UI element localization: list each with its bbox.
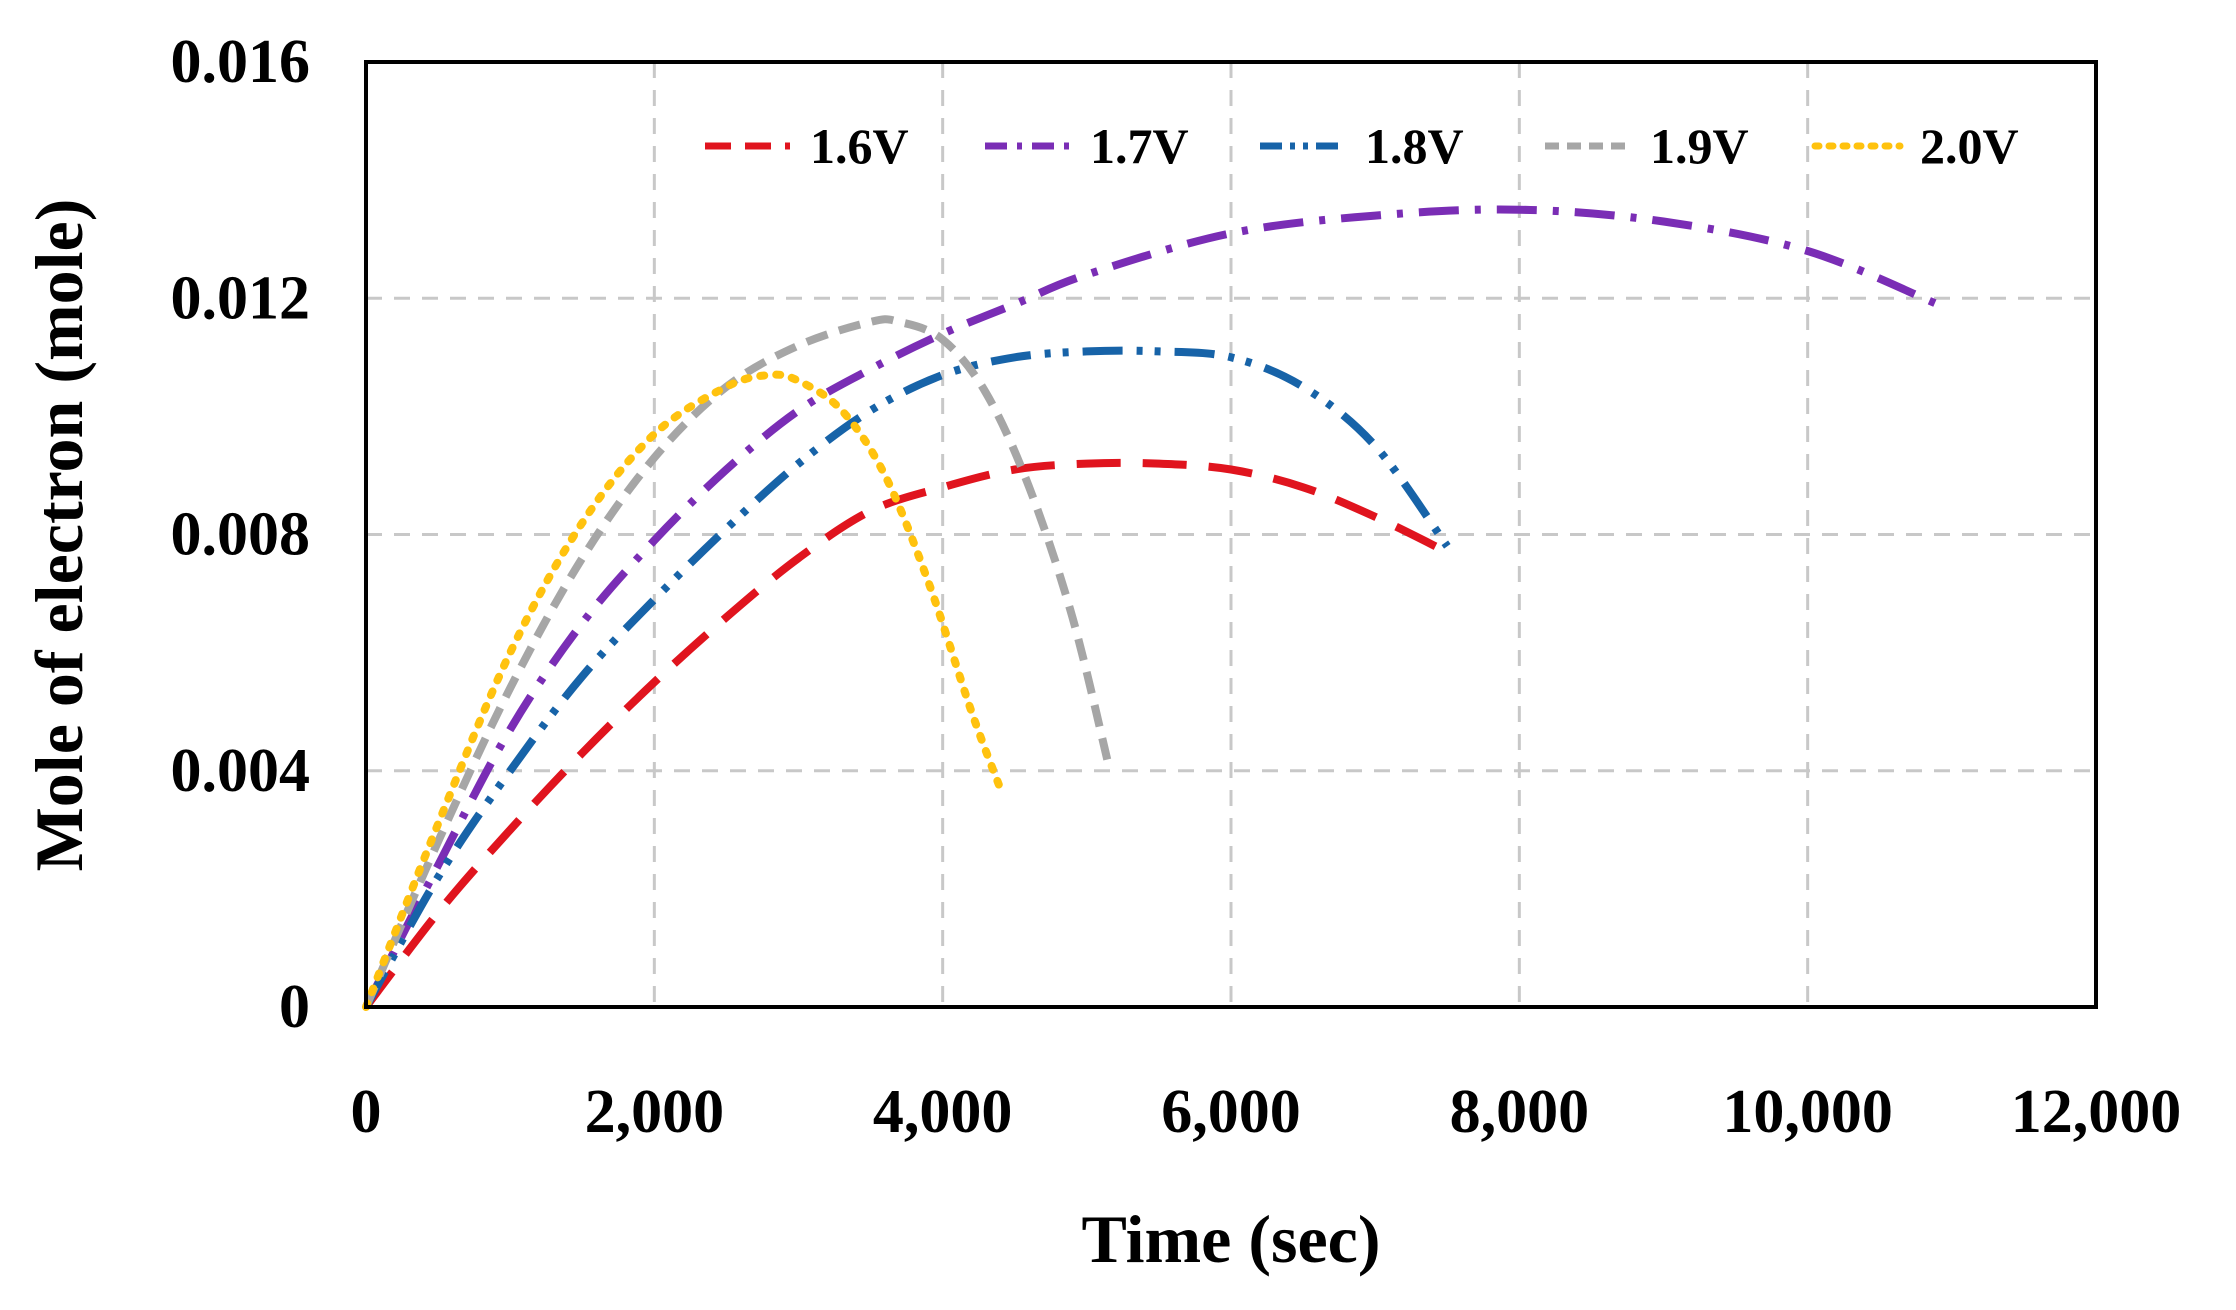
grid-layer [366, 62, 2096, 1007]
x-tick-label-5: 10,000 [1722, 1078, 1893, 1146]
series-line-1-9V [362, 315, 1113, 1009]
y-axis-title: Mole of electron (mole) [21, 199, 97, 872]
legend-label-1-9V: 1.9V [1650, 118, 1749, 174]
legend-label-1-7V: 1.7V [1090, 118, 1189, 174]
legend-item-2-0V: 2.0V [1811, 118, 2019, 174]
x-tick-label-0: 0 [351, 1078, 382, 1146]
x-tick-label-4: 8,000 [1450, 1078, 1590, 1146]
legend: 1.6V 1.7V 1.8V 1.9V 2.0V [705, 118, 2019, 174]
legend-label-1-8V: 1.8V [1365, 118, 1464, 174]
series-line-1-7V [362, 205, 1939, 1009]
x-axis-title: Time (sec) [1082, 1201, 1381, 1277]
legend-item-1-6V: 1.6V [705, 118, 909, 174]
tick-layer: 0 2,000 4,000 6,000 8,000 10,000 12,000 0 0.004 0… [171, 28, 2182, 1146]
legend-item-1-9V: 1.9V [1545, 118, 1749, 174]
y-tick-label-0: 0 [279, 973, 310, 1041]
x-tick-label-6: 12,000 [2011, 1078, 2182, 1146]
x-tick-label-2: 4,000 [873, 1078, 1013, 1146]
plot-frame [364, 60, 2098, 1009]
y-tick-label-1: 0.004 [171, 737, 311, 805]
legend-label-1-6V: 1.6V [810, 118, 909, 174]
x-tick-label-1: 2,000 [585, 1078, 725, 1146]
legend-label-2-0V: 2.0V [1920, 118, 2019, 174]
series-line-2-0V [362, 370, 1005, 1011]
y-tick-label-2: 0.008 [171, 501, 311, 569]
legend-item-1-8V: 1.8V [1260, 118, 1464, 174]
series-layer [362, 205, 1939, 1011]
series-line-1-6V [362, 458, 1450, 1010]
legend-item-1-7V: 1.7V [985, 118, 1189, 174]
y-tick-label-3: 0.012 [171, 264, 311, 332]
series-line-1-8V [362, 346, 1451, 1009]
y-tick-label-4: 0.016 [171, 28, 311, 96]
x-tick-label-3: 6,000 [1161, 1078, 1301, 1146]
